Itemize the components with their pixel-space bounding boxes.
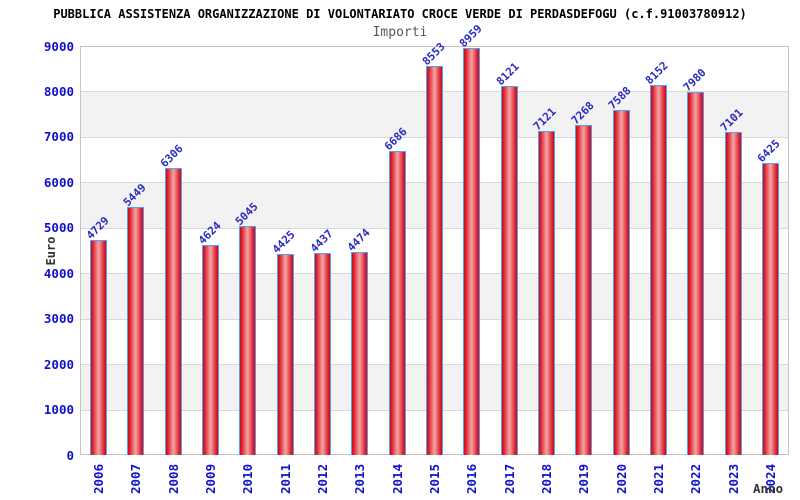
bar xyxy=(202,244,220,455)
x-tick-label: 2012 xyxy=(315,463,331,494)
bar xyxy=(575,124,593,455)
x-tick-label: 2017 xyxy=(501,463,517,494)
bar xyxy=(90,240,108,455)
bar xyxy=(314,253,332,455)
bar xyxy=(127,207,145,455)
x-tick-label: 2014 xyxy=(389,463,405,494)
x-tick-label: 2007 xyxy=(128,463,144,494)
bar xyxy=(276,253,294,455)
y-axis-label: Euro xyxy=(44,236,58,266)
bar xyxy=(164,168,182,455)
y-tick-label: 6000 xyxy=(43,174,74,190)
y-tick-label: 8000 xyxy=(43,83,74,99)
y-tick-label: 1000 xyxy=(43,402,74,418)
bar xyxy=(649,84,667,455)
x-tick-label: 2010 xyxy=(240,463,256,494)
x-tick-label: 2006 xyxy=(91,463,107,494)
y-tick-label: 2000 xyxy=(43,356,74,372)
x-axis-label: Anno xyxy=(753,481,784,496)
x-tick-label: 2008 xyxy=(165,463,181,494)
bar xyxy=(426,66,443,455)
y-tick-label: 5000 xyxy=(43,220,74,236)
bar xyxy=(724,132,742,455)
y-tick-label: 9000 xyxy=(43,38,74,54)
bar xyxy=(761,163,779,455)
x-tick-label: 2018 xyxy=(538,463,554,494)
x-tick-label: 2013 xyxy=(352,463,368,494)
y-tick-label: 7000 xyxy=(43,129,74,145)
bar xyxy=(239,225,257,455)
y-tick-label: 4000 xyxy=(43,265,74,281)
bar xyxy=(388,151,406,455)
x-tick-label: 2015 xyxy=(427,463,442,494)
y-tick-label: 3000 xyxy=(43,311,74,327)
x-tick-label: 2019 xyxy=(576,463,592,494)
bar xyxy=(612,110,630,455)
y-tick-label: 0 xyxy=(66,447,74,463)
bar xyxy=(351,251,369,455)
bar xyxy=(537,131,555,455)
x-tick-label: 2021 xyxy=(650,463,666,494)
x-tick-label: 2016 xyxy=(464,463,480,494)
x-tick-label: 2020 xyxy=(613,463,629,494)
x-tick-label: 2011 xyxy=(277,463,293,494)
chart-subtitle: Importi xyxy=(372,25,428,40)
x-tick-label: 2023 xyxy=(725,463,741,494)
bar xyxy=(687,92,705,455)
x-tick-label: 2009 xyxy=(203,463,219,494)
bar xyxy=(463,47,481,455)
bar xyxy=(500,85,518,455)
chart-title: PUBBLICA ASSISTENZA ORGANIZZAZIONE DI VO… xyxy=(53,7,747,21)
x-tick-label: 2022 xyxy=(688,463,704,494)
